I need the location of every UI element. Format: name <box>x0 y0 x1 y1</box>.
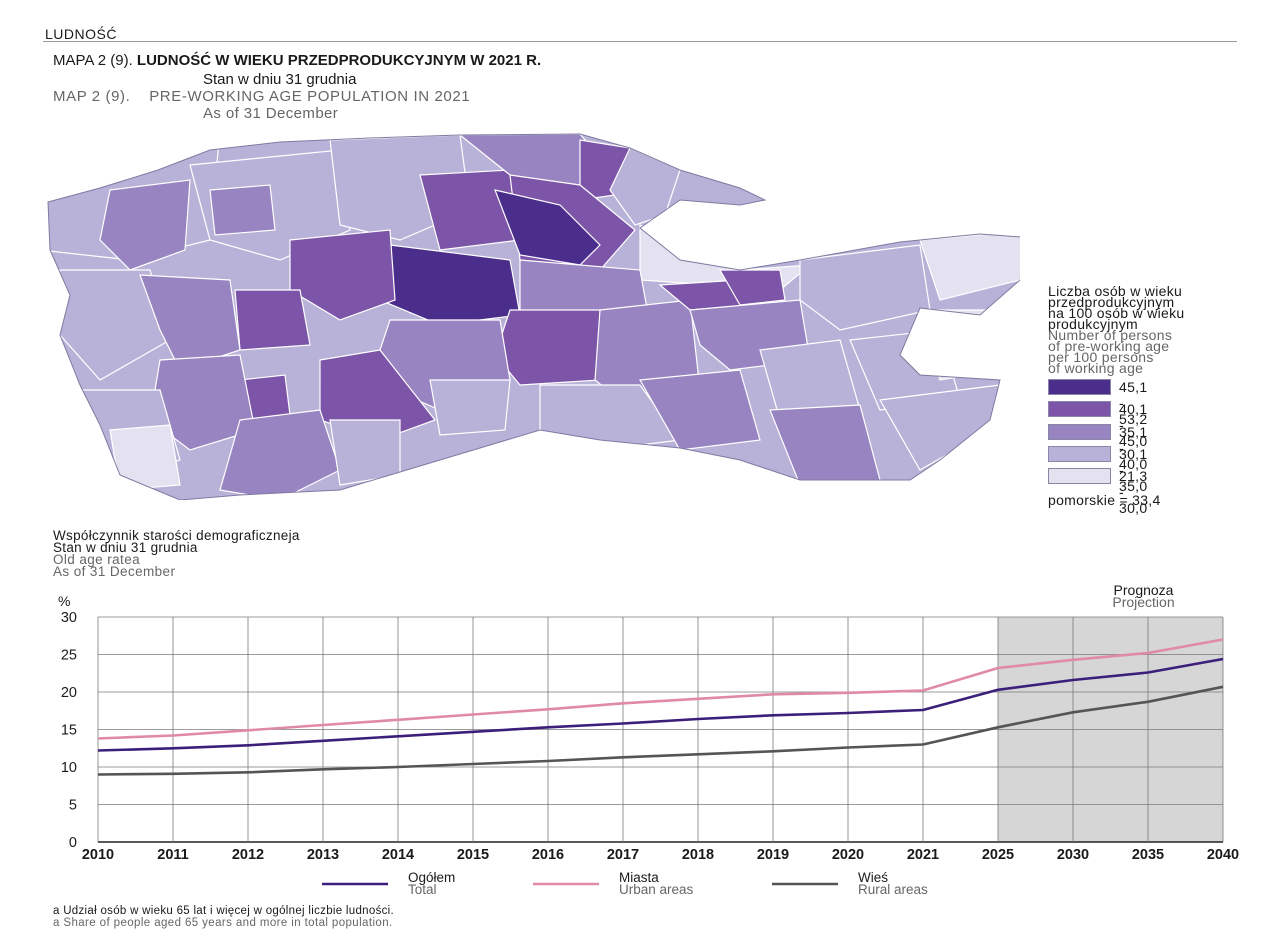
x-tick-label: 2010 <box>82 847 114 863</box>
footnote-pl: a Udział osób w wieku 65 lat i więcej w … <box>53 905 395 917</box>
map-title-pl: MAPA 2 (9). LUDNOŚĆ W WIEKU PRZEDPRODUKC… <box>53 52 541 69</box>
y-tick-label: 30 <box>61 610 77 626</box>
y-tick-label: 0 <box>69 835 77 851</box>
footnote-en: a Share of people aged 65 years and more… <box>53 917 393 929</box>
x-tick-label: 2011 <box>157 847 188 863</box>
y-tick-label: 15 <box>61 723 77 739</box>
legend-title-en: Number of persons of pre-working age per… <box>1048 327 1173 376</box>
legend-title-en-line: of pre-working age <box>1048 338 1170 354</box>
map-region <box>99 179 191 271</box>
projection-label-pl: Prognoza <box>1114 582 1174 598</box>
map-region <box>718 269 786 306</box>
legend-label-en: Rural areas <box>858 882 928 897</box>
header-divider <box>43 41 1237 42</box>
map-title-en-main: PRE-WORKING AGE POPULATION IN 2021 <box>149 88 471 105</box>
legend-title-en-line: per 100 persons <box>1048 349 1154 365</box>
chart-subtitle-en: As of 31 December <box>53 564 176 579</box>
x-tick-label: 2030 <box>1057 847 1089 863</box>
legend-voivodeship-note: pomorskie = 33,4 <box>1048 492 1161 508</box>
y-axis-unit: % <box>58 593 70 609</box>
x-tick-label: 2018 <box>682 847 714 863</box>
map-region <box>209 184 276 236</box>
y-tick-label: 20 <box>61 685 77 701</box>
x-tick-label: 2014 <box>382 847 414 863</box>
legend-label: 21,3 - 30,0 <box>1119 468 1148 516</box>
x-tick-label: 2015 <box>457 847 489 863</box>
legend-label-pl: Wieś <box>858 870 888 885</box>
map-region <box>234 289 311 351</box>
x-tick-label: 2013 <box>307 847 339 863</box>
map-region <box>639 369 761 451</box>
series-line-urban-areas <box>97 638 1224 740</box>
map-title-pl-main: LUDNOŚĆ W WIEKU PRZEDPRODUKCYJNYM W 2021… <box>136 52 542 69</box>
map-region <box>799 244 931 331</box>
legend-title-pl-line: przedprodukcyjnym <box>1048 294 1175 310</box>
x-tick-label: 2016 <box>532 847 564 863</box>
legend-label-en: Total <box>408 882 437 897</box>
x-tick-label: 2040 <box>1207 847 1239 863</box>
legend-swatch <box>1048 401 1111 417</box>
legend-label: 40,1 - 45,0 <box>1119 401 1148 449</box>
legend-title-pl-line: Liczba osób w wieku <box>1048 283 1183 299</box>
legend-title-pl: Liczba osób w wieku przedprodukcyjnym na… <box>1048 283 1185 332</box>
legend-swatch <box>1048 379 1111 395</box>
series-line-rural-areas <box>97 685 1224 776</box>
map-region <box>429 379 511 436</box>
legend-label: 45,1 - 53,2 <box>1119 379 1148 427</box>
section-label: LUDNOŚĆ <box>45 26 117 42</box>
legend-title-en-line: Number of persons <box>1048 327 1173 343</box>
x-tick-label: 2020 <box>832 847 864 863</box>
x-tick-label: 2012 <box>232 847 264 863</box>
legend-swatch <box>1048 468 1111 484</box>
x-tick-label: 2035 <box>1132 847 1164 863</box>
legend-label: 35,1 - 40,0 <box>1119 424 1148 472</box>
legend-swatch <box>1048 446 1111 462</box>
legend-label-pl: Ogółem <box>408 870 455 885</box>
x-tick-label: 2021 <box>907 847 939 863</box>
map-region <box>494 189 601 266</box>
chart-title-en: Old age ratea <box>53 552 141 567</box>
x-tick-label: 2025 <box>982 847 1014 863</box>
chart-subtitle-pl: Stan w dniu 31 grudnia <box>53 540 198 555</box>
series-line-total <box>97 657 1224 752</box>
chart-title-pl: Współczynnik starości demograficzneja <box>53 528 300 543</box>
map-title-en-prefix: MAP 2 (9). <box>53 88 131 105</box>
map-region <box>289 229 396 321</box>
y-tick-label: 10 <box>61 760 77 776</box>
legend-swatch <box>1048 424 1111 440</box>
x-tick-label: 2017 <box>607 847 639 863</box>
legend-label: 30,1 - 35,0 <box>1119 446 1148 494</box>
legend-title-pl-line: na 100 osób w wieku <box>1048 305 1185 321</box>
legend-title-pl-line: produkcyjnym <box>1048 316 1138 332</box>
map-title-pl-prefix: MAPA 2 (9). <box>53 52 133 69</box>
legend-label-en: Urban areas <box>619 882 694 897</box>
y-tick-label: 25 <box>61 648 77 664</box>
map-subtitle-pl: Stan w dniu 31 grudnia <box>203 71 357 88</box>
map-subtitle-en: As of 31 December <box>203 105 339 122</box>
x-tick-label: 2019 <box>757 847 789 863</box>
projection-label-en: Projection <box>1112 594 1174 610</box>
choropleth-map <box>47 133 1020 500</box>
legend-title-en-line: of working age <box>1048 360 1144 376</box>
y-tick-label: 5 <box>69 798 77 814</box>
map-outline <box>47 133 1020 500</box>
map-title-en: MAP 2 (9). PRE-WORKING AGE POPULATION IN… <box>53 88 470 105</box>
map-region <box>219 409 341 500</box>
legend-label-pl: Miasta <box>619 870 659 885</box>
